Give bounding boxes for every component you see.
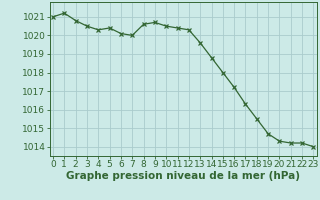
X-axis label: Graphe pression niveau de la mer (hPa): Graphe pression niveau de la mer (hPa) — [66, 171, 300, 181]
